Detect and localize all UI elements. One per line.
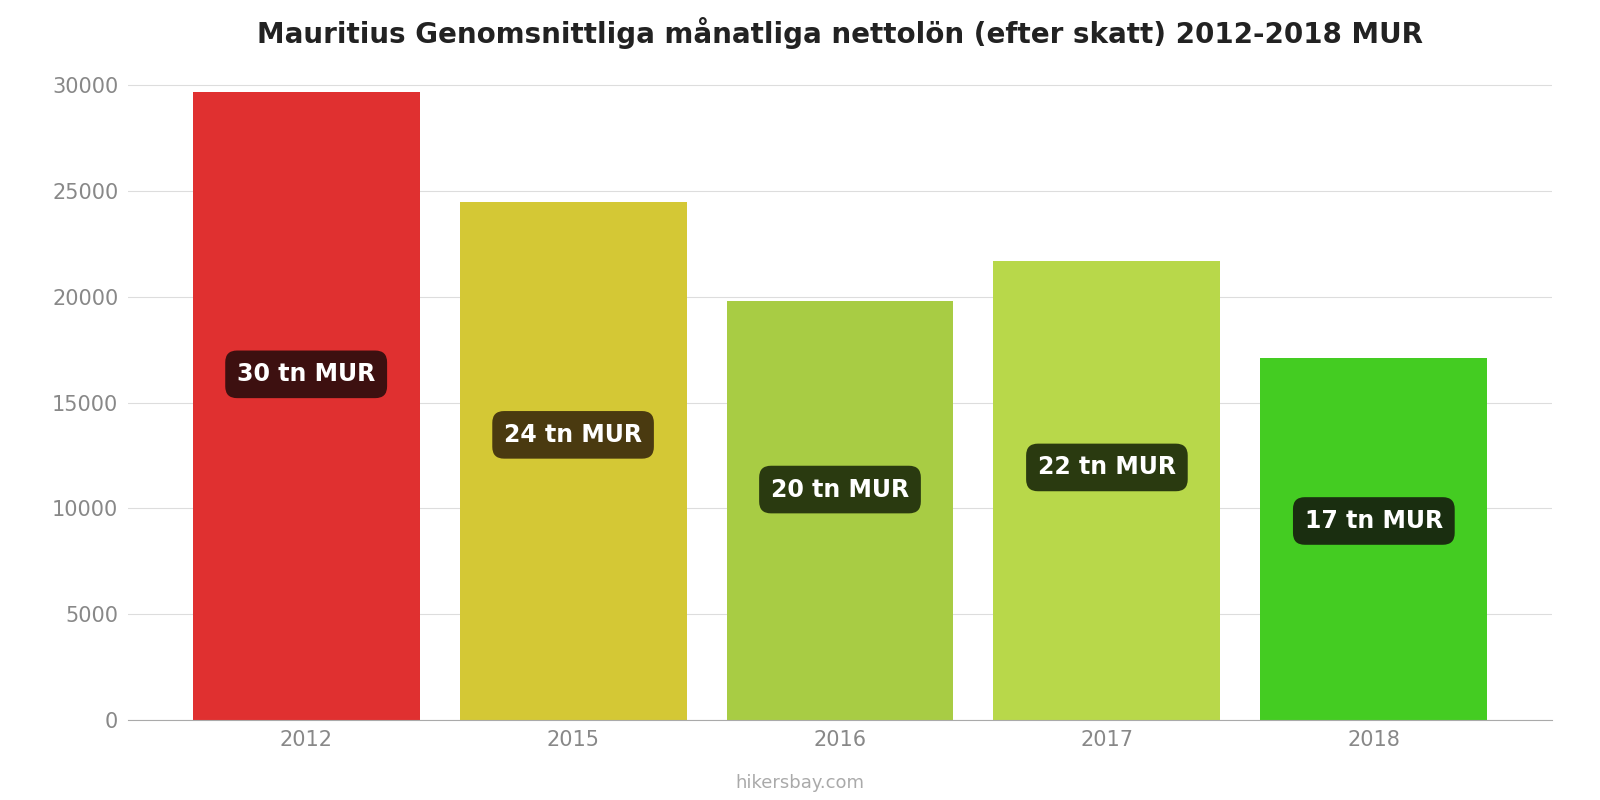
Text: 22 tn MUR: 22 tn MUR [1038, 455, 1176, 479]
Text: 20 tn MUR: 20 tn MUR [771, 478, 909, 502]
Bar [459, 202, 686, 720]
Bar [726, 301, 954, 720]
Text: 17 tn MUR: 17 tn MUR [1304, 509, 1443, 533]
Text: 30 tn MUR: 30 tn MUR [237, 362, 376, 386]
Bar [192, 91, 419, 720]
Text: hikersbay.com: hikersbay.com [736, 774, 864, 792]
Bar [994, 261, 1221, 720]
Text: 24 tn MUR: 24 tn MUR [504, 423, 642, 447]
Bar [1261, 358, 1488, 720]
Title: Mauritius Genomsnittliga månatliga nettolön (efter skatt) 2012-2018 MUR: Mauritius Genomsnittliga månatliga netto… [258, 17, 1422, 49]
